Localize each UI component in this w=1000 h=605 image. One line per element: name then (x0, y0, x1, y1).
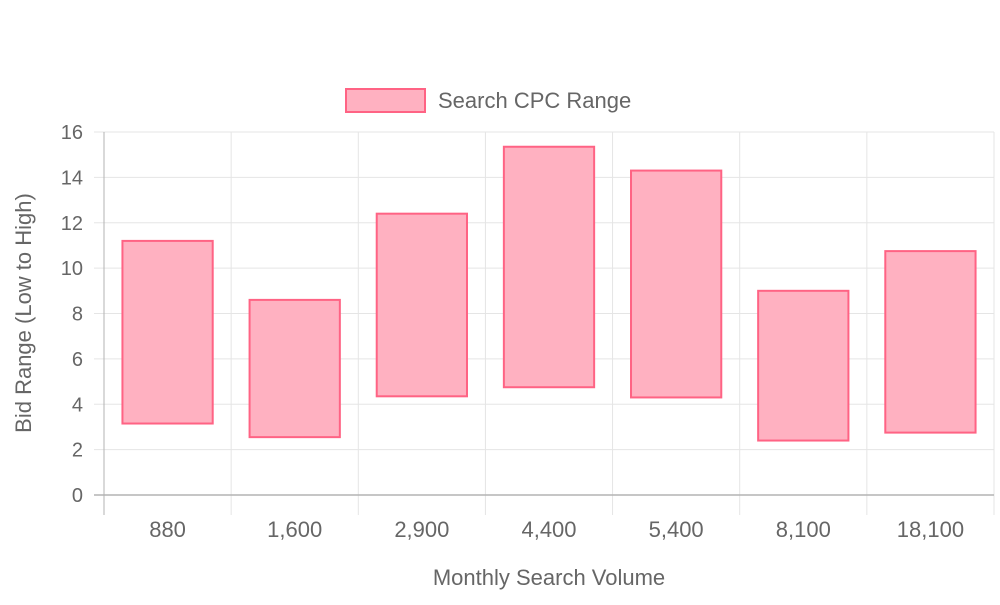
y-tick-label: 6 (72, 349, 83, 371)
x-tick-label: 2,900 (394, 517, 449, 542)
y-tick-label: 2 (72, 440, 83, 462)
y-tick-label: 10 (61, 258, 83, 280)
y-tick-label: 4 (72, 394, 83, 416)
y-tick-label: 14 (61, 167, 83, 189)
x-tick-label: 18,100 (897, 517, 964, 542)
legend[interactable]: Search CPC Range (345, 88, 631, 113)
bars-layer (121, 145, 977, 442)
x-axis-title: Monthly Search Volume (433, 565, 665, 590)
x-tick-label: 4,400 (521, 517, 576, 542)
y-tick-label: 0 (72, 485, 83, 507)
range-bar[interactable] (502, 145, 596, 389)
x-tick-label: 1,600 (267, 517, 322, 542)
y-tick-label: 8 (72, 304, 83, 326)
x-tick-label: 8,100 (776, 517, 831, 542)
range-bar[interactable] (630, 169, 723, 399)
range-bar[interactable] (884, 250, 977, 434)
x-tick-label: 880 (149, 517, 186, 542)
y-tick-label: 16 (61, 122, 83, 144)
x-tick-label: 5,400 (649, 517, 704, 542)
y-axis-title: Bid Range (Low to High) (11, 193, 36, 433)
labels-layer: 0 2 4 6 8 10 12 14 16 880 1,600 2,900 4,400 5,400 8,10… (61, 122, 964, 542)
legend-label: Search CPC Range (438, 88, 631, 113)
range-bar[interactable] (248, 298, 341, 439)
range-bar[interactable] (757, 289, 850, 442)
range-bar[interactable] (121, 239, 214, 425)
legend-swatch (345, 88, 426, 113)
range-bar[interactable] (375, 212, 468, 398)
y-tick-label: 12 (61, 213, 83, 235)
